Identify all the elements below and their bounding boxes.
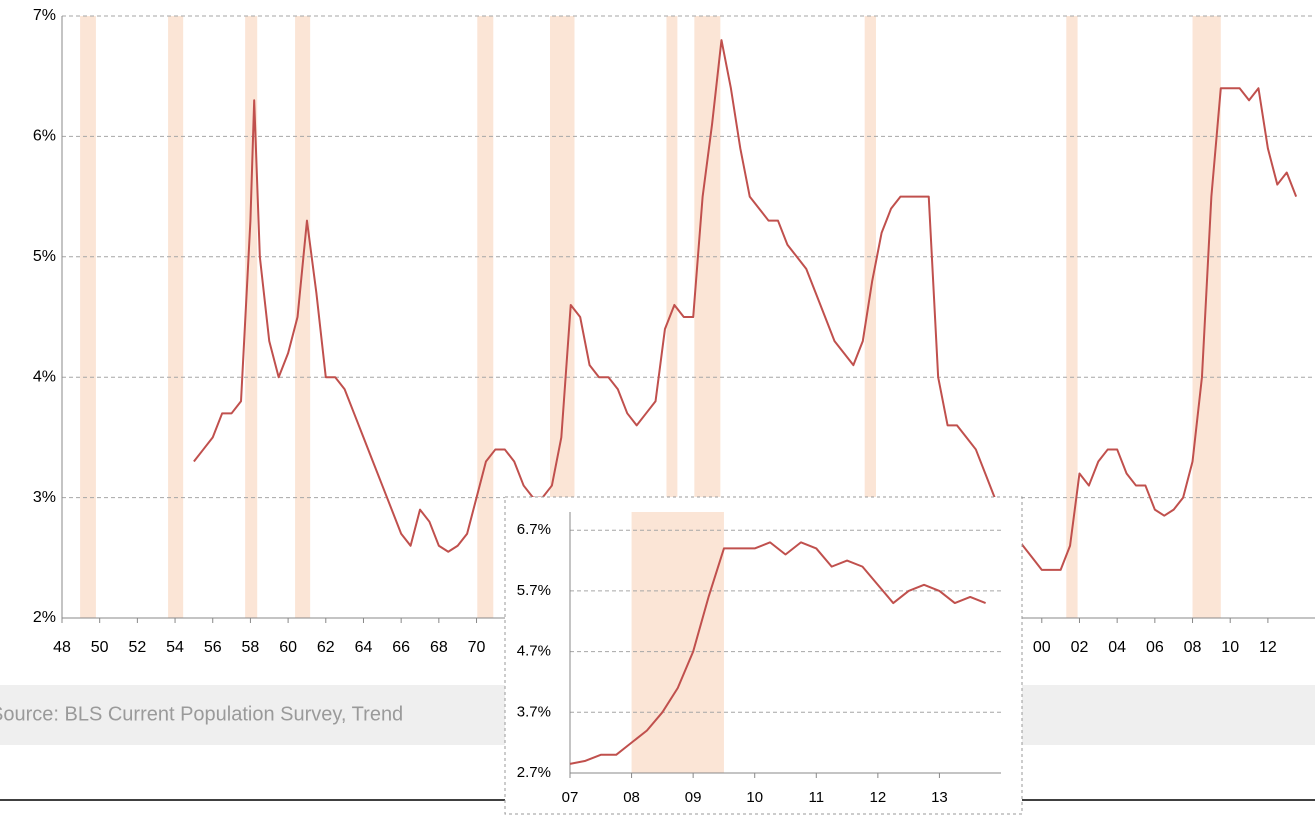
y-tick-label: 3% [33, 489, 56, 506]
x-tick-label: 68 [430, 639, 448, 656]
y-tick-label: 4% [33, 368, 56, 385]
x-tick-label: 10 [746, 789, 763, 806]
x-tick-label: 08 [1184, 639, 1202, 656]
x-tick-label: 48 [53, 639, 71, 656]
x-tick-label: 62 [317, 639, 335, 656]
recession-band [168, 16, 184, 618]
x-tick-label: 58 [242, 639, 260, 656]
data-line [569, 541, 986, 765]
x-tick-label: 64 [355, 639, 373, 656]
recession-band [631, 512, 724, 773]
y-tick-label: 3.7% [517, 703, 551, 720]
x-tick-label: 09 [685, 789, 702, 806]
recession-band [1066, 16, 1078, 618]
x-tick-label: 02 [1071, 639, 1089, 656]
x-tick-label: 04 [1108, 639, 1126, 656]
x-tick-label: 66 [392, 639, 410, 656]
x-tick-label: 56 [204, 639, 222, 656]
data-line [193, 39, 1298, 571]
recession-band [245, 16, 258, 618]
y-tick-label: 4.7% [517, 643, 551, 660]
x-tick-label: 00 [1033, 639, 1051, 656]
y-tick-label: 5% [33, 248, 56, 265]
y-tick-label: 2.7% [517, 764, 551, 781]
y-tick-label: 6% [33, 128, 56, 145]
x-tick-label: 54 [166, 639, 184, 656]
inset-frame [504, 496, 1023, 815]
x-tick-label: 08 [623, 789, 640, 806]
recession-band [80, 16, 96, 618]
x-tick-label: 60 [279, 639, 297, 656]
x-tick-label: 13 [931, 789, 948, 806]
y-tick-label: 2% [33, 609, 56, 626]
x-tick-label: 70 [468, 639, 486, 656]
y-tick-label: 6.7% [517, 521, 551, 538]
y-tick-label: 7% [33, 7, 56, 24]
x-tick-label: 52 [128, 639, 146, 656]
y-tick-label: 5.7% [517, 582, 551, 599]
x-tick-label: 10 [1221, 639, 1239, 656]
source-note: Source: BLS Current Population Survey, T… [0, 703, 403, 725]
x-tick-label: 11 [808, 789, 824, 806]
recession-band [864, 16, 876, 618]
x-tick-label: 50 [91, 639, 109, 656]
recession-band [666, 16, 678, 618]
x-tick-label: 12 [870, 789, 887, 806]
recession-band [295, 16, 311, 618]
x-tick-label: 12 [1259, 639, 1277, 656]
x-tick-label: 06 [1146, 639, 1164, 656]
recession-band [477, 16, 494, 618]
recession-band [1192, 16, 1221, 618]
x-tick-label: 07 [562, 789, 579, 806]
